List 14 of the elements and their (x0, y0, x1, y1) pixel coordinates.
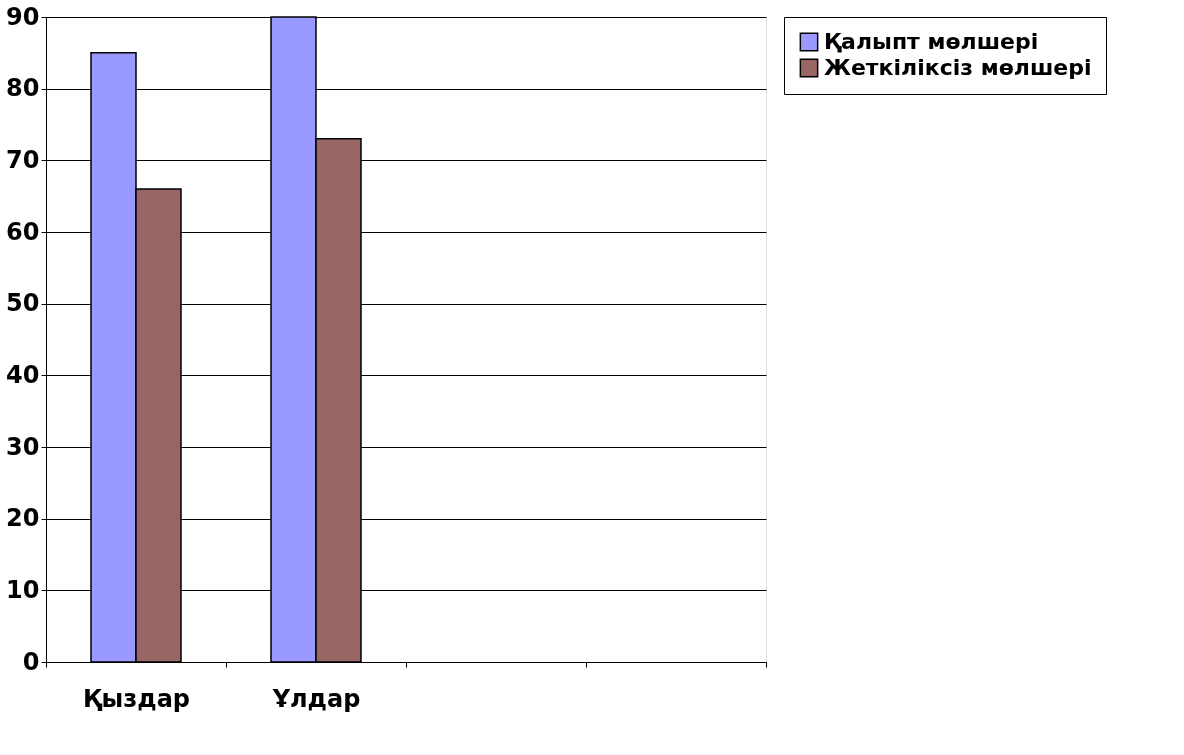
y-tick-label: 30 (6, 432, 40, 461)
y-tick-label: 80 (6, 74, 40, 103)
x-tick-label: Ұлдар (271, 684, 361, 713)
legend-label: Жеткіліксіз мөлшері (824, 55, 1092, 80)
y-tick-label: 20 (6, 504, 40, 533)
y-tick-label: 70 (6, 145, 40, 174)
y-tick-label: 10 (6, 575, 40, 604)
y-tick-label: 40 (6, 360, 40, 389)
y-tick-label: 60 (6, 217, 40, 246)
y-tick-label: 50 (6, 289, 40, 318)
legend-label: Қалыпт мөлшері (824, 29, 1039, 54)
y-tick-label: 0 (22, 647, 40, 676)
x-tick-label: Қыздар (82, 684, 191, 713)
y-tick-label: 90 (6, 2, 40, 31)
